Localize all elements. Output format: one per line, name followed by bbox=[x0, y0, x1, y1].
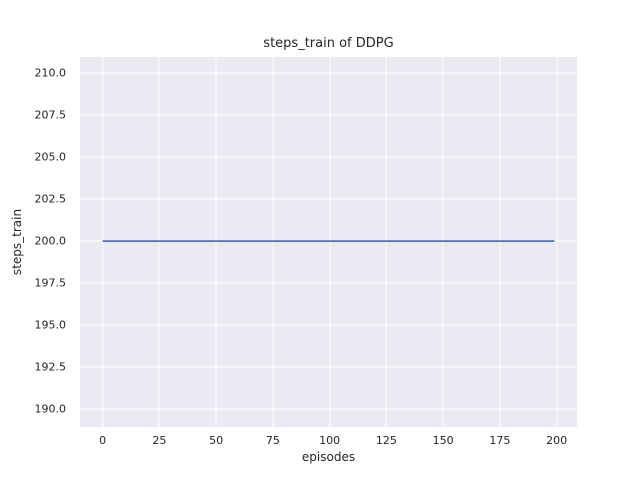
y-gridline bbox=[80, 156, 577, 158]
x-tick-label: 25 bbox=[152, 434, 167, 447]
x-tick-label: 125 bbox=[375, 434, 397, 447]
x-tick-label: 100 bbox=[319, 434, 341, 447]
x-axis-tick-labels: 0 25 50 75 100 125 150 175 200 bbox=[80, 427, 577, 449]
y-gridline bbox=[80, 282, 577, 284]
x-tick-label: 200 bbox=[546, 434, 568, 447]
y-tick-label: 195.0 bbox=[34, 318, 67, 332]
y-gridline bbox=[80, 72, 577, 74]
x-tick-label: 50 bbox=[209, 434, 224, 447]
y-tick-label: 205.0 bbox=[34, 150, 67, 164]
plot-area bbox=[80, 57, 577, 427]
y-tick-label: 197.5 bbox=[34, 276, 67, 290]
y-gridline bbox=[80, 114, 577, 116]
y-axis-label: steps_train bbox=[10, 208, 24, 276]
y-tick-label: 207.5 bbox=[34, 108, 67, 122]
y-gridline bbox=[80, 408, 577, 410]
x-gridline bbox=[556, 57, 558, 427]
x-tick-label: 75 bbox=[265, 434, 280, 447]
y-tick-label: 210.0 bbox=[34, 66, 67, 80]
y-gridline bbox=[80, 198, 577, 200]
x-tick-label: 0 bbox=[99, 434, 107, 447]
x-axis-label: episodes bbox=[301, 450, 356, 464]
x-tick-label: 175 bbox=[489, 434, 511, 447]
y-tick-label: 192.5 bbox=[34, 360, 67, 374]
y-tick-label: 190.0 bbox=[34, 402, 67, 416]
x-gridline bbox=[102, 57, 104, 427]
y-tick-label: 202.5 bbox=[34, 192, 67, 206]
y-gridline bbox=[80, 366, 577, 368]
y-axis-tick-labels: 190.0 192.5 195.0 197.5 200.0 202.5 205.0 207.5… bbox=[0, 57, 72, 427]
y-tick-label: 200.0 bbox=[34, 234, 67, 248]
chart-title: steps_train of DDPG bbox=[263, 36, 394, 51]
y-gridline bbox=[80, 324, 577, 326]
x-tick-label: 150 bbox=[432, 434, 454, 447]
series-layer bbox=[102, 240, 555, 243]
